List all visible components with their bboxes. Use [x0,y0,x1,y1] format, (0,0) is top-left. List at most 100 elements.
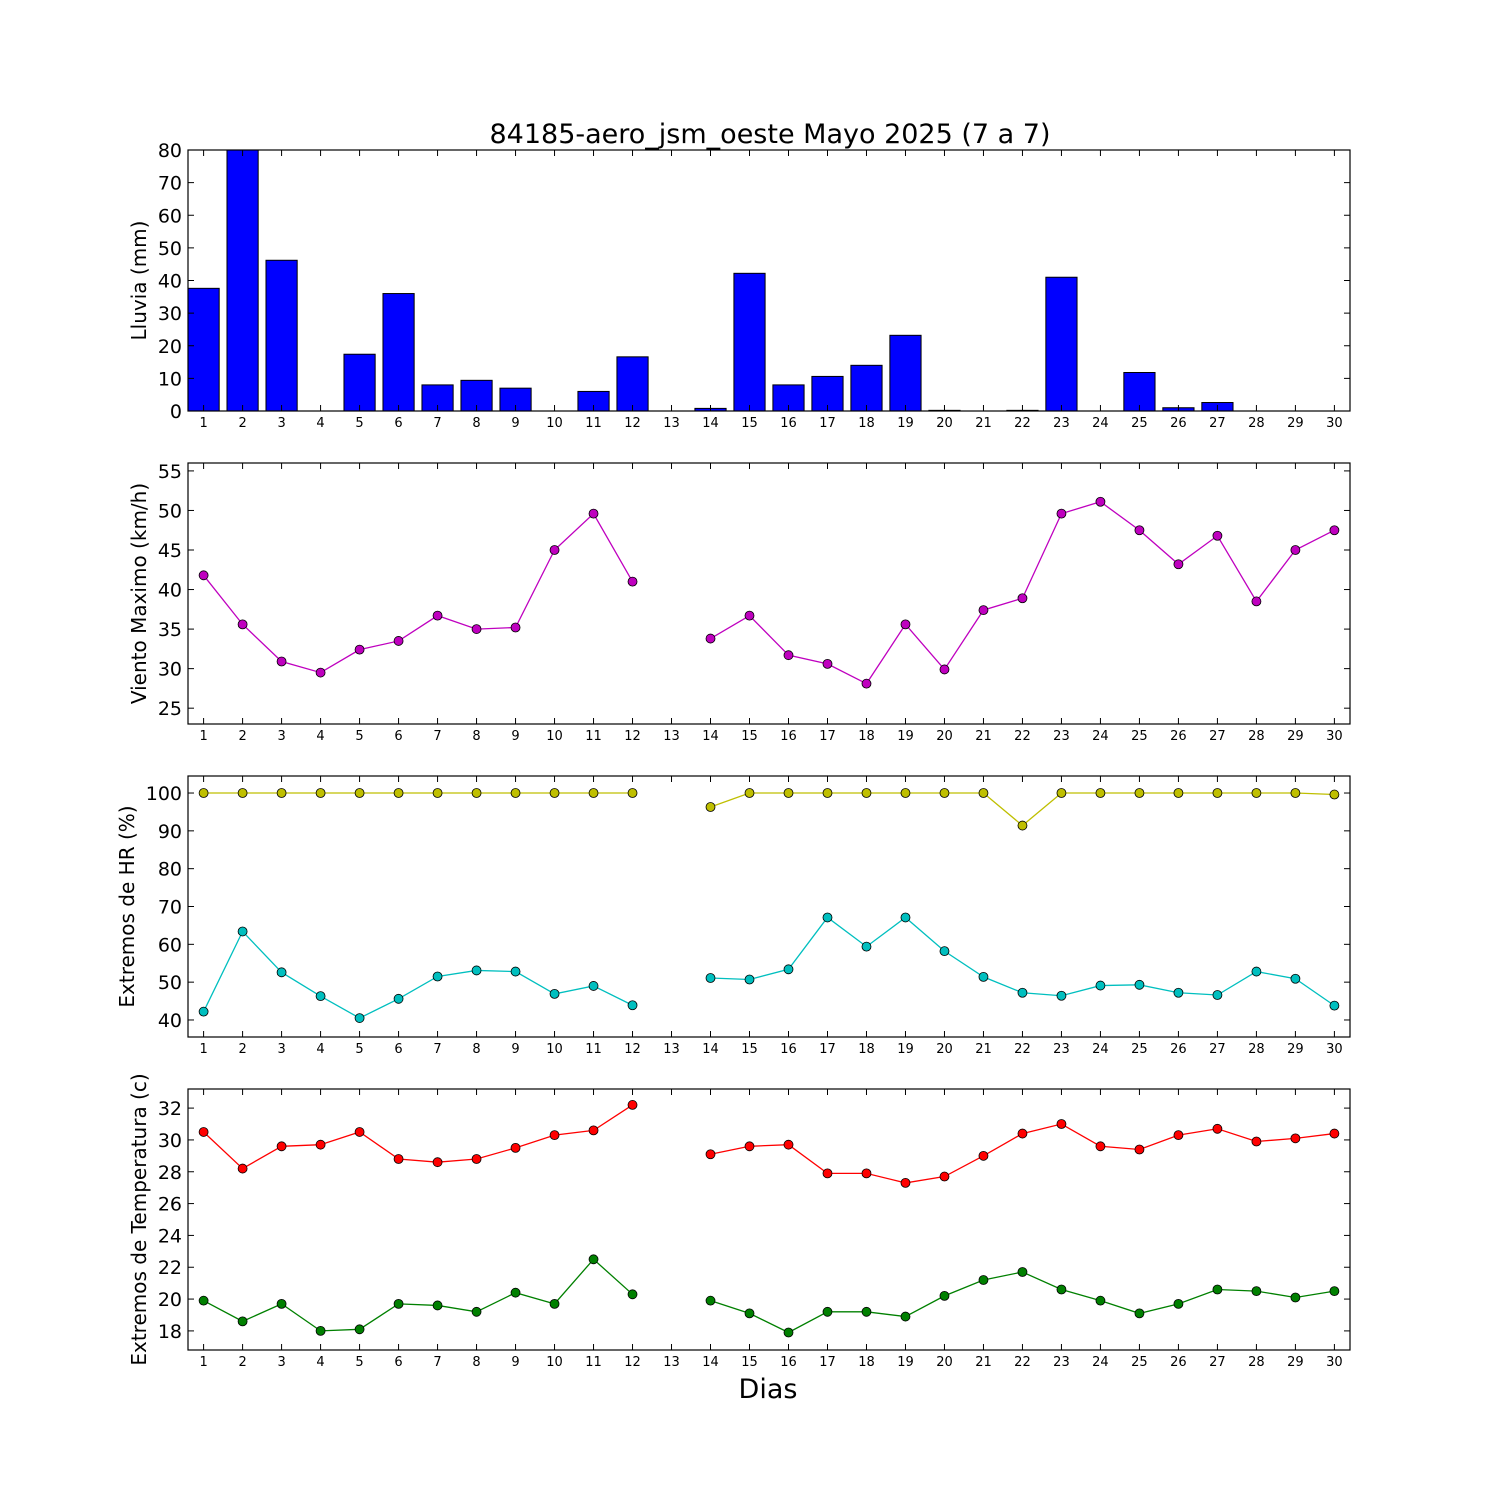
temperature-series-1-point [1290,1292,1301,1303]
x-tick-label: 9 [511,729,519,744]
x-tick-label: 1 [199,1042,207,1057]
rain-bar [265,259,298,411]
chart-title: 84185-aero_jsm_oeste Mayo 2025 (7 a 7) [489,119,1050,150]
x-tick-label: 11 [585,416,602,431]
y-tick-label: 50 [158,238,182,260]
temperature-series-0-point [1212,1123,1223,1134]
temperature-series-1-point [1017,1267,1028,1277]
x-tick-label: 29 [1287,1042,1304,1057]
x-tick-label: 22 [1014,1042,1031,1057]
temperature-series-1-point [705,1295,716,1306]
humidity-series-0-point [276,788,287,798]
x-tick-label: 3 [277,1042,285,1057]
x-tick-label: 5 [355,1355,363,1370]
humidity-series-0-point [939,788,950,798]
x-tick-label: 18 [858,729,875,744]
temperature-series-0-point [276,1141,287,1152]
x-tick-label: 25 [1131,416,1148,431]
temperature-series-1-point [978,1275,989,1285]
x-tick-label: 8 [472,729,480,744]
x-tick-label: 21 [975,729,992,744]
y-tick-label: 30 [158,1130,182,1152]
temperature-series-1-line [203,1258,633,1332]
y-tick-label: 60 [158,205,182,227]
rain-bar [733,272,766,411]
x-tick-label: 28 [1248,1042,1265,1057]
rain-bar [382,293,415,411]
humidity-series-0-point [315,788,326,798]
x-tick-label: 10 [546,729,563,744]
y-tick-label: 25 [158,698,182,720]
x-tick-label: 7 [433,416,441,431]
temperature-series-0-point [861,1168,872,1179]
x-tick-label: 1 [199,416,207,431]
humidity-series-1-point [1329,1000,1340,1011]
humidity-series-1-point [783,964,794,975]
x-tick-label: 1 [199,1355,207,1370]
rain-bar [889,334,922,411]
x-tick-label: 21 [975,416,992,431]
temperature-series-1-point [237,1316,248,1327]
x-tick-label: 27 [1209,729,1226,744]
humidity-series-0-point [549,788,560,798]
x-tick-label: 22 [1014,1355,1031,1370]
max-wind-series-0-point [510,622,521,633]
x-tick-label: 12 [624,1042,641,1057]
x-tick-label: 14 [702,1042,719,1057]
x-tick-label: 14 [702,416,719,431]
x-tick-label: 24 [1092,1042,1109,1057]
humidity-series-0-point [471,788,482,798]
x-tick-label: 11 [585,1042,602,1057]
max-wind-series-0-point [939,664,950,675]
temperature-series-1-point [393,1298,404,1309]
humidity-series-1-line [203,930,633,1019]
humidity-series-1-point [822,912,833,923]
y-tick-label: 32 [158,1098,182,1120]
humidity-series-1-point [549,988,560,999]
max-wind-series-0-point [900,619,911,630]
humidity-series-1-point [315,991,326,1002]
rainfall-panel: 1 2 3 4 5 6 7 8 9 10 11 12 13 14 15 16 17 18 19 20 21 22 23 24 2… [127,140,1351,431]
humidity-series-1-point [939,946,950,957]
x-tick-label: 14 [702,1355,719,1370]
temperature-panel: 1 2 3 4 5 6 7 8 9 10 11 12 13 14 15 16 17 18 19 20 21 22 23 24 2… [127,1073,1351,1370]
x-tick-label: 18 [858,1042,875,1057]
x-tick-label: 12 [624,416,641,431]
max-wind-series-0-point [276,656,287,667]
x-tick-label: 19 [897,416,914,431]
humidity-series-0-point [744,788,755,798]
humidity-panel: 1 2 3 4 5 6 7 8 9 10 11 12 13 14 15 16 17 18 19 20 21 22 23 24 2… [115,775,1351,1057]
temperature-series-0-point [1329,1128,1340,1139]
rain-bar [226,150,259,411]
x-tick-label: 24 [1092,416,1109,431]
max-wind-series-0-point [783,650,794,661]
humidity-plot-area [198,788,1340,1023]
temperature-series-1-point [1056,1284,1067,1295]
x-tick-label: 27 [1209,416,1226,431]
humidity-series-0-point [900,788,911,798]
x-tick-label: 6 [394,416,402,431]
x-tick-label: 19 [897,729,914,744]
max-wind-series-0-point [1095,496,1106,507]
max-wind-series-0-point [198,570,209,581]
x-tick-label: 16 [780,1355,797,1370]
max-wind-series-0-point [237,619,248,630]
rain-bar [850,364,883,411]
max-wind-series-0-point [744,610,755,621]
x-tick-label: 23 [1053,729,1070,744]
temperature-series-1-point [588,1254,599,1265]
max-wind-series-0-point [432,610,443,621]
temperature-series-1-point [276,1298,287,1309]
x-tick-label: 17 [819,416,836,431]
temperature-series-0-point [1251,1136,1262,1147]
max-wind-series-0-point [627,576,638,587]
y-tick-label: 20 [158,1289,182,1311]
x-tick-label: 29 [1287,416,1304,431]
max-wind-series-0-point [393,636,404,646]
x-tick-label: 10 [546,416,563,431]
y-tick-label: 35 [158,619,182,641]
rain-bar [343,353,376,411]
temperature-series-1-point [1095,1295,1106,1306]
temperature-series-1-point [198,1295,209,1306]
x-tick-label: 3 [277,416,285,431]
